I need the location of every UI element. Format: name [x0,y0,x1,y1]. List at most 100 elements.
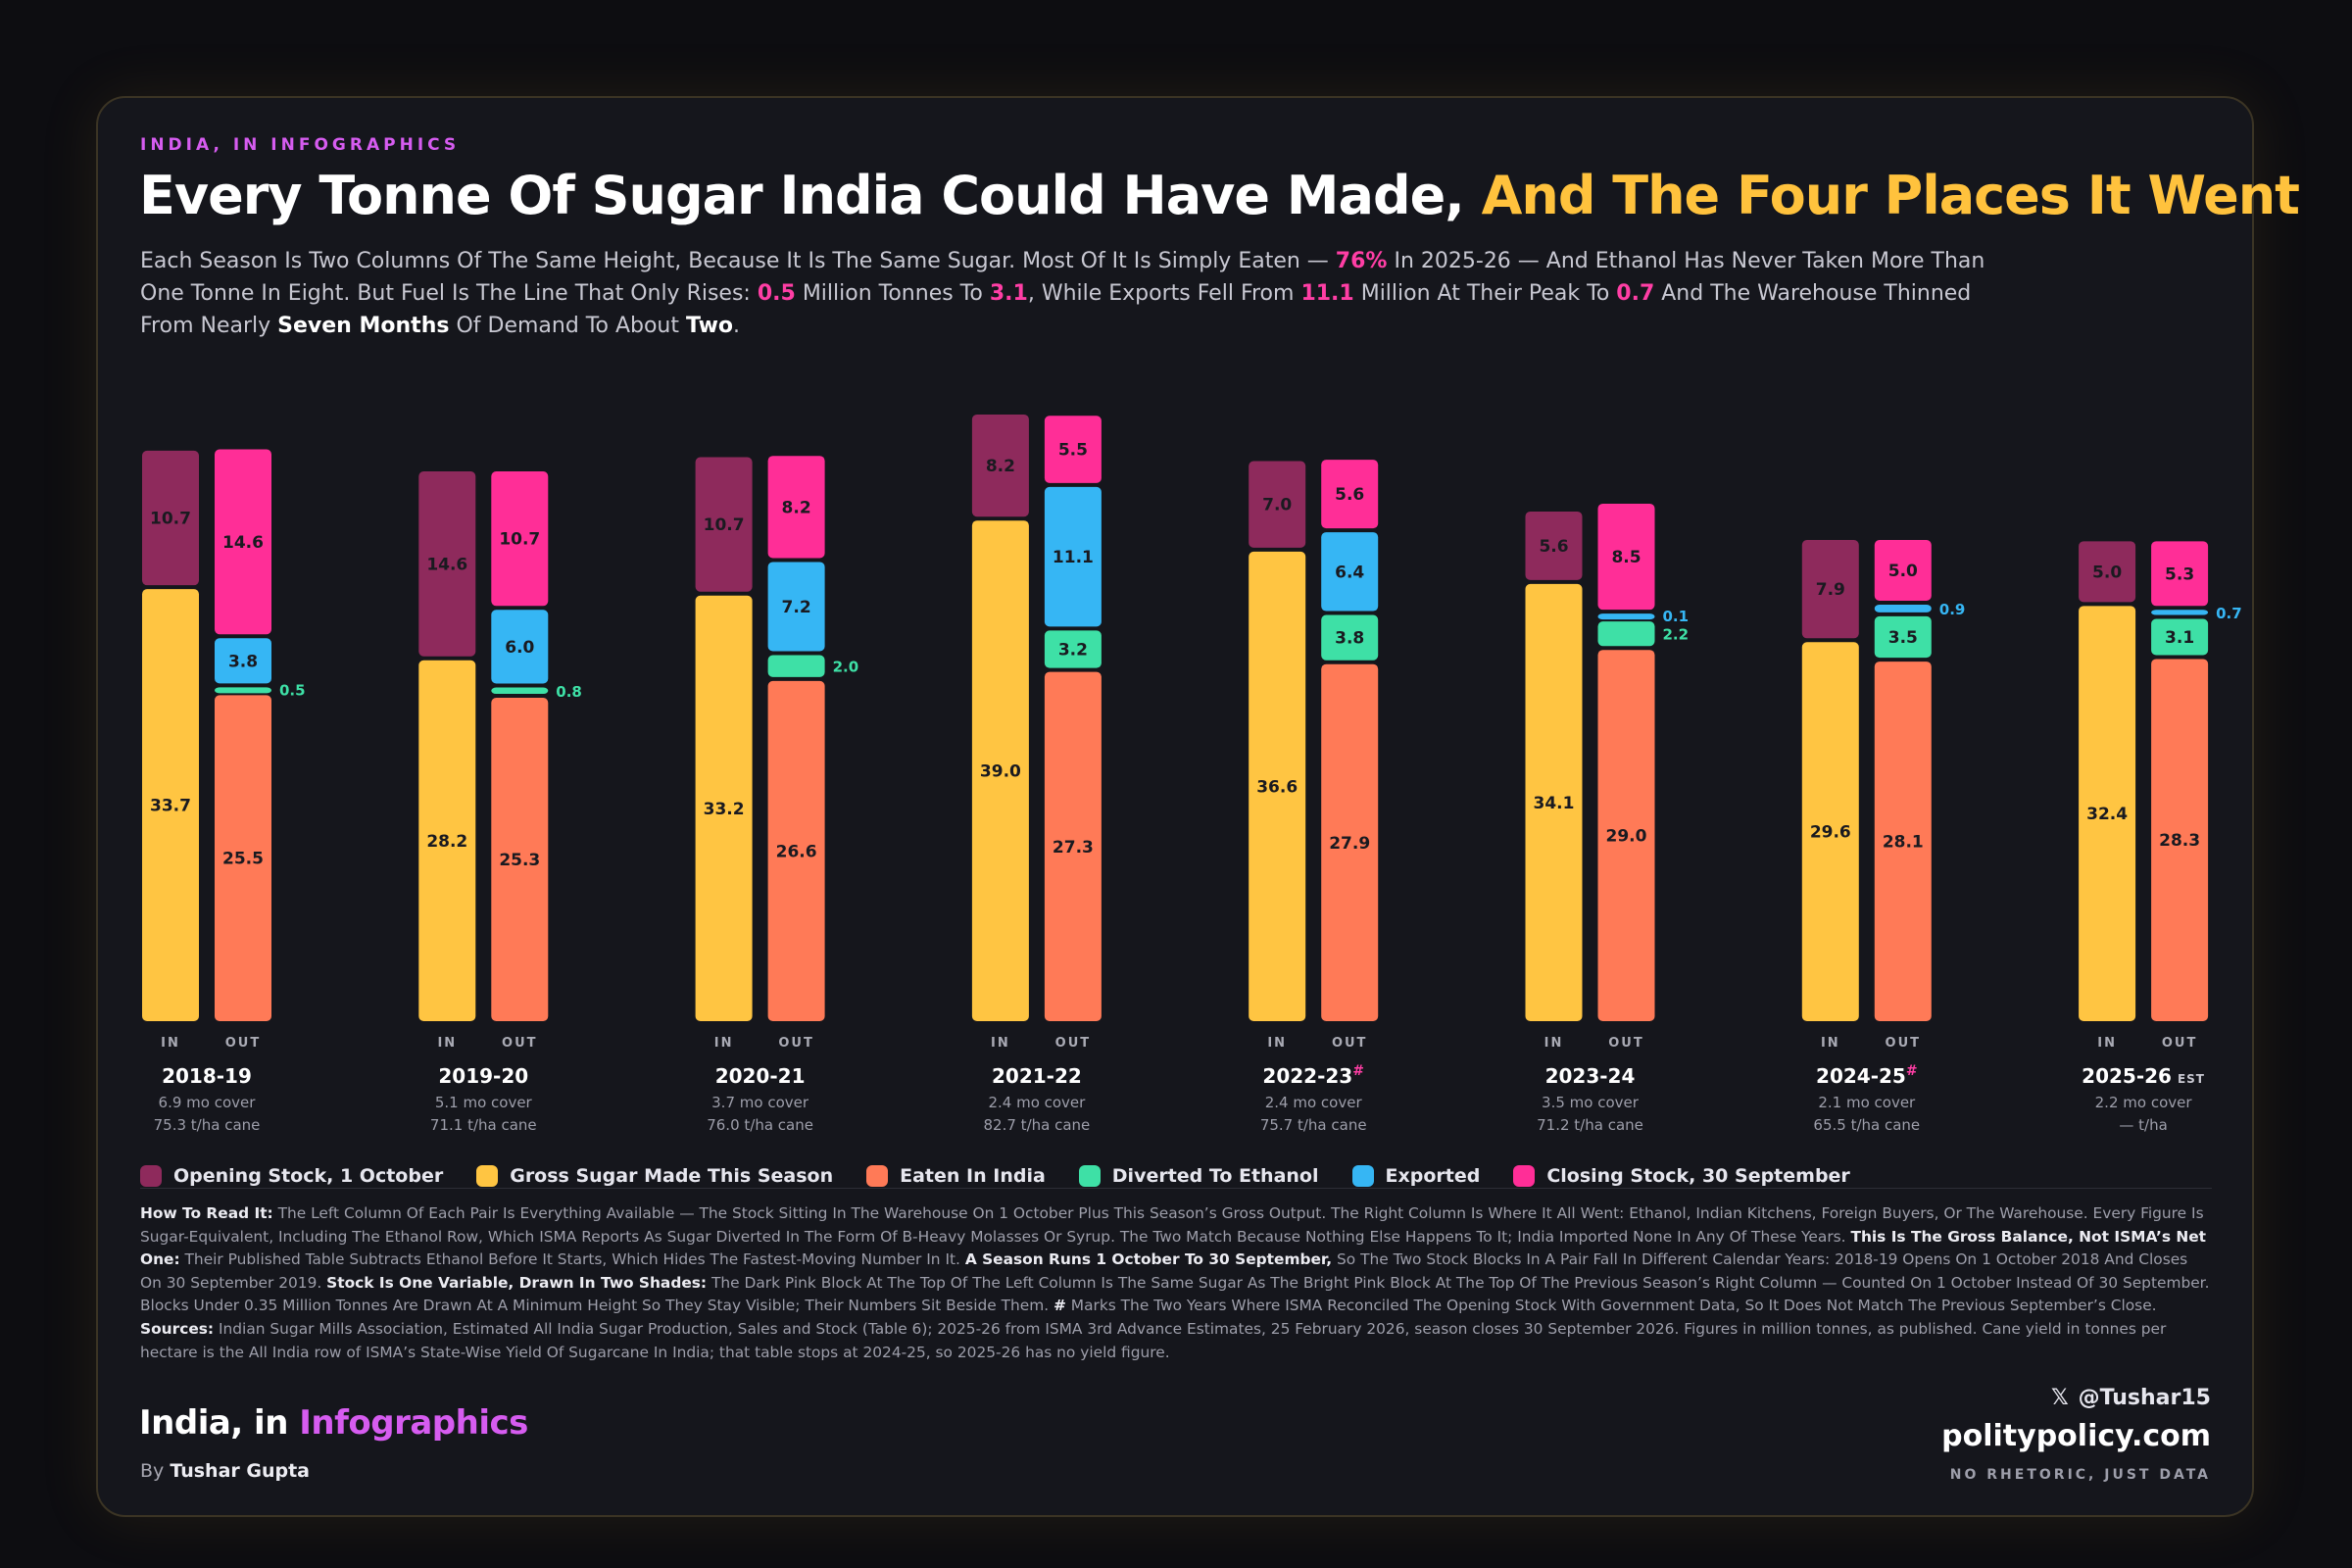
season-label: 2021-22 [992,1064,1082,1088]
out-2021-22-value-exported: 11.1 [1053,548,1094,567]
out-2024-25-value-exported: 0.9 [1939,601,1966,618]
in-2021-22-bar-opening [971,414,1029,517]
out-2020-21-bar-closing [767,456,825,559]
out-2021-22-bar-eaten [1044,671,1102,1021]
in-2022-23-bar-opening [1249,461,1306,548]
legend-label: Exported [1385,1165,1481,1187]
notes-run: Sources: [140,1319,215,1338]
out-2020-21-value-eaten: 26.6 [776,842,817,861]
subtitle-run: 3.1 [989,281,1028,306]
out-2024-25-value-closing: 5.0 [1888,562,1918,581]
in-2023-24-value-opening: 5.6 [1539,537,1568,557]
season-cover: 2.4 mo cover [1265,1094,1363,1111]
out-2018-19-value-exported: 3.8 [228,652,258,671]
out-2021-22-bar-exported [1044,486,1102,627]
out-2021-22-bar-ethanol [1044,630,1102,668]
subtitle-run: 11.1 [1300,281,1354,306]
notes-run: The Left Column Of Each Pair Is Everythi… [140,1204,2204,1246]
in-2018-19-value-gross: 33.7 [150,797,191,816]
legend-label: Closing Stock, 30 September [1546,1165,1850,1187]
legend-swatch [1078,1165,1101,1187]
in-2025-26-bar-gross [2079,606,2136,1021]
season-yield: — t/ha [2119,1116,2167,1134]
subtitle-run: . [733,314,741,338]
x-logo-icon: 𝕏 [2050,1386,2069,1410]
out-2019-20-value-exported: 6.0 [505,638,534,658]
out-2019-20-bar-exported [491,610,549,684]
season-name: 2023-24 [1545,1064,1636,1088]
author-name: Tushar Gupta [170,1460,310,1482]
notes-run: The Dark Pink Block At The Top Of The Le… [140,1273,2210,1315]
legend-swatch [866,1165,889,1187]
in-2020-21-value-opening: 10.7 [704,515,745,535]
brand-main: India, in [139,1403,300,1443]
season-label: 2018-19 [162,1064,252,1088]
out-2022-23-bar-closing [1321,460,1379,529]
out-2020-21-bar-ethanol [767,655,825,677]
season-mark: EST [2178,1072,2205,1086]
out-2024-25-bar-exported [1874,605,1932,612]
season-cover: 2.4 mo cover [988,1094,1086,1111]
out-2024-25-bar-eaten [1874,662,1932,1021]
column-label-out: OUT [2162,1036,2197,1051]
legend-item-gross: Gross Sugar Made This Season [476,1165,833,1187]
season-name: 2019-20 [438,1064,528,1088]
column-label-out: OUT [1055,1036,1091,1051]
column-label-out: OUT [778,1036,813,1051]
out-2020-21-value-ethanol: 2.0 [833,659,859,676]
legend-label: Opening Stock, 1 October [173,1165,444,1187]
out-2025-26-value-exported: 0.7 [2216,605,2242,622]
site-link[interactable]: politypolicy.com [1941,1419,2211,1453]
column-label-in: IN [1821,1036,1840,1051]
season-cover: 3.5 mo cover [1542,1094,1640,1111]
legend-item-closing: Closing Stock, 30 September [1513,1165,1850,1187]
season-name: 2024-25 [1816,1064,1906,1088]
column-label-in: IN [437,1036,457,1051]
in-2022-23-value-opening: 7.0 [1262,496,1292,515]
out-2020-21-bar-eaten [767,680,825,1021]
legend-swatch [476,1165,499,1187]
out-2019-20-bar-ethanol [491,687,549,695]
legend-swatch [1351,1165,1374,1187]
in-2023-24-bar-opening [1525,511,1583,580]
out-2021-22-value-ethanol: 3.2 [1058,641,1088,661]
season-yield: 75.3 t/ha cane [154,1116,261,1134]
tagline: NO RHETORIC, JUST DATA [1949,1467,2211,1483]
column-label-in: IN [714,1036,734,1051]
season-yield: 76.0 t/ha cane [707,1116,813,1134]
in-2022-23-bar-gross [1249,551,1306,1021]
subtitle-run: 0.7 [1616,281,1655,306]
season-yield: 75.7 t/ha cane [1260,1116,1367,1134]
out-2019-20-value-closing: 10.7 [499,530,540,550]
legend: Opening Stock, 1 October Gross Sugar Made… [140,1161,1850,1191]
in-2019-20-value-opening: 14.6 [426,555,467,574]
in-2021-22-value-gross: 39.0 [980,762,1021,782]
legend-item-ethanol: Diverted To Ethanol [1078,1165,1319,1187]
out-2021-22-value-closing: 5.5 [1058,441,1088,461]
social-handle[interactable]: 𝕏 @Tushar15 [2051,1386,2211,1410]
out-2019-20-value-eaten: 25.3 [499,851,540,870]
out-2025-26-value-closing: 5.3 [2165,564,2194,584]
out-2022-23-value-exported: 6.4 [1335,563,1364,582]
notes-run: Marks The Two Years Where ISMA Reconcile… [1065,1297,2157,1315]
season-label: 2020-21 [715,1064,806,1088]
out-2022-23-value-closing: 5.6 [1335,485,1364,505]
divider [140,1188,2212,1189]
out-2018-19-bar-closing [215,449,271,635]
notes-run: So The Two Stock Blocks In A Pair Fall I… [140,1250,2188,1292]
brand-wordmark: India, in Infographics [139,1403,528,1443]
subtitle-run: Seven Months [277,314,450,338]
in-2020-21-bar-opening [695,457,753,592]
in-2018-19-bar-opening [142,450,199,586]
notes-run: Indian Sugar Mills Association, Estimate… [140,1319,2167,1361]
subtitle-run: 76% [1335,249,1388,273]
in-2021-22-value-opening: 8.2 [986,457,1015,476]
brand-highlight: Infographics [299,1403,528,1443]
season-cover: 2.2 mo cover [2095,1094,2193,1111]
out-2025-26-bar-exported [2151,610,2209,615]
out-2020-21-bar-exported [767,562,825,652]
out-2025-26-bar-eaten [2151,659,2209,1021]
page-title: Every Tonne Of Sugar India Could Have Ma… [139,165,2300,226]
out-2024-25-value-ethanol: 3.5 [1888,628,1918,648]
in-2025-26-bar-opening [2079,541,2136,603]
